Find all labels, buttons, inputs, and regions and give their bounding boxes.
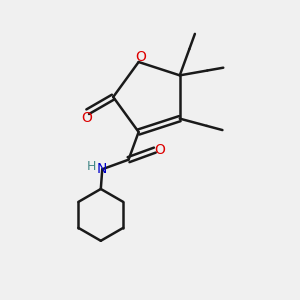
Text: O: O	[81, 111, 92, 124]
Text: H: H	[86, 160, 96, 173]
Text: N: N	[97, 162, 107, 176]
Text: O: O	[135, 50, 146, 64]
Text: O: O	[155, 143, 166, 157]
